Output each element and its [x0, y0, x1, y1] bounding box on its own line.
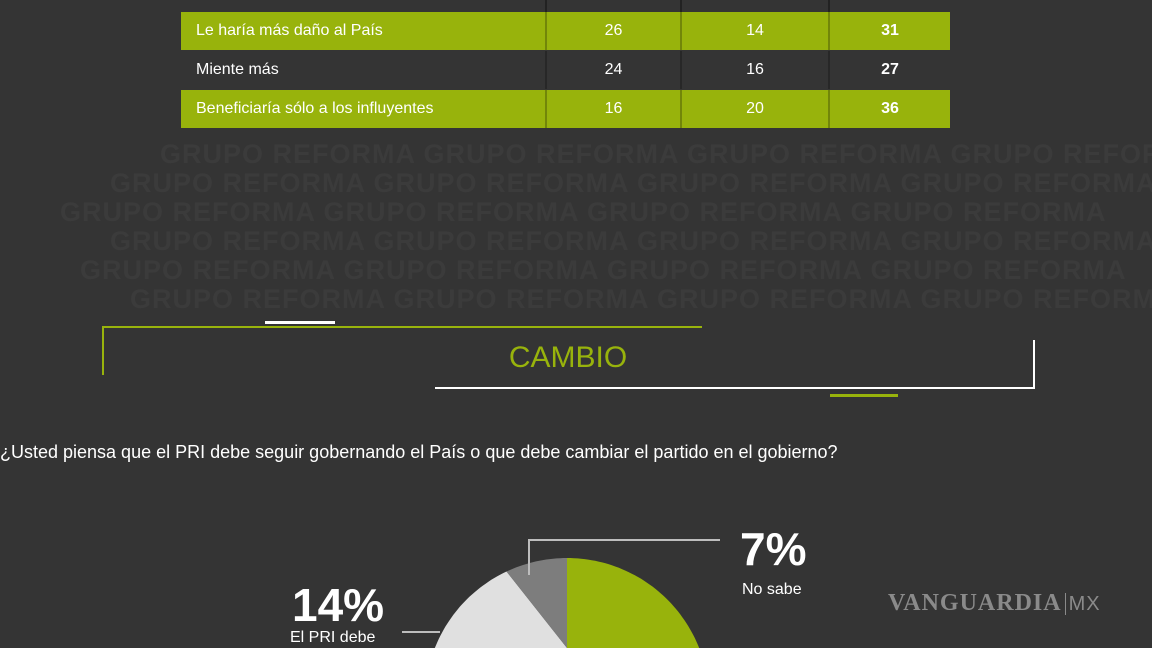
slice-value-pri: 14% [292, 579, 385, 631]
row-value: 36 [828, 90, 950, 128]
watermark-line: GRUPO REFORMA GRUPO REFORMA GRUPO REFORM… [80, 255, 1127, 285]
vanguardia-logo: VANGUARDIA MX [888, 590, 1101, 616]
watermark-line: GRUPO REFORMA GRUPO REFORMA GRUPO REFORM… [110, 226, 1152, 256]
row-value: 14 [680, 12, 828, 50]
row-value: 26 [545, 12, 680, 50]
row-value: 20 [680, 90, 828, 128]
table-header-cut [181, 0, 950, 12]
row-value: 16 [545, 90, 680, 128]
row-value: 27 [828, 51, 950, 89]
row-label: Miente más [196, 61, 279, 78]
results-table: Le haría más daño al País 26 14 31 Miente má… [181, 12, 950, 129]
row-label: Le haría más daño al País [196, 22, 383, 39]
pie-slice-2 [429, 571, 567, 648]
watermark-line: GRUPO REFORMA GRUPO REFORMA GRUPO REFORM… [110, 168, 1152, 198]
row-value: 24 [545, 51, 680, 89]
watermark-line: GRUPO REFORMA GRUPO REFORMA GRUPO REFORM… [130, 284, 1152, 314]
row-value: 31 [828, 12, 950, 50]
watermark-line: GRUPO REFORMA GRUPO REFORMA GRUPO REFORM… [60, 197, 1107, 227]
row-label: Beneficiaría sólo a los influyentes [196, 100, 434, 117]
table-row: Miente más 24 16 27 [181, 51, 950, 89]
leader-line-no-sabe [528, 539, 720, 575]
title-accent-green [830, 394, 898, 397]
watermark: GRUPO REFORMA GRUPO REFORMA GRUPO REFORM… [60, 139, 1152, 314]
title-frame-left [102, 326, 104, 375]
pie-slice-1 [506, 558, 567, 648]
title-frame-bottom [435, 387, 1035, 389]
watermark-line: GRUPO REFORMA GRUPO REFORMA GRUPO REFORM… [160, 139, 1152, 169]
slice-label-pri: El PRI debe [290, 629, 376, 646]
title-frame-right [1033, 340, 1035, 389]
table-row: Le haría más daño al País 26 14 31 [181, 12, 950, 50]
title-frame-top [102, 326, 702, 328]
row-value: 16 [680, 51, 828, 89]
section-title: CAMBIO [508, 341, 628, 374]
table-row: Beneficiaría sólo a los influyentes 16 20 3… [181, 90, 950, 128]
title-accent-white [265, 321, 335, 324]
survey-question: ¿Usted piensa que el PRI debe seguir gob… [0, 442, 838, 462]
slice-label-no-sabe: No sabe [742, 581, 802, 598]
slice-value-no-sabe: 7% [740, 523, 807, 575]
